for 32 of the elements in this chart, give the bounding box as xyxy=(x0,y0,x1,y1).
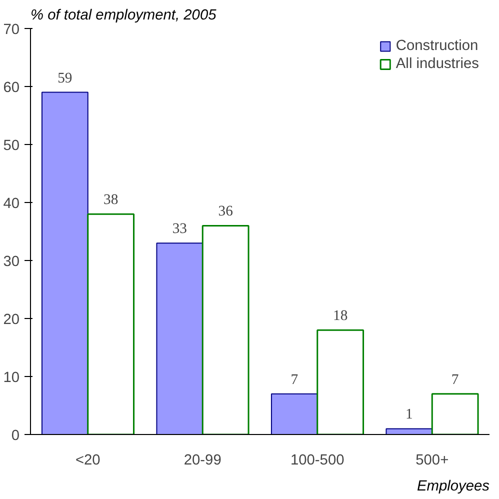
data-label: 7 xyxy=(290,372,298,388)
data-label: 59 xyxy=(58,70,72,86)
bar xyxy=(41,92,88,434)
x-tick-label: <20 xyxy=(75,452,100,468)
x-tick-label: 20-99 xyxy=(184,452,222,468)
bar xyxy=(87,213,135,434)
bar xyxy=(431,393,479,434)
y-tick-label: 50 xyxy=(3,138,20,154)
legend-label: All industries xyxy=(396,56,479,72)
data-label: 33 xyxy=(172,221,188,238)
data-label: 7 xyxy=(451,372,459,388)
y-tick-label: 30 xyxy=(3,254,20,270)
bar xyxy=(316,329,364,434)
bar xyxy=(156,242,204,434)
data-label: 18 xyxy=(332,308,348,324)
y-tick-label: 40 xyxy=(3,196,20,212)
bar xyxy=(386,428,433,434)
y-tick-label: 0 xyxy=(11,428,20,444)
bar xyxy=(202,224,250,434)
data-label: 36 xyxy=(218,204,233,220)
y-tick-label: 10 xyxy=(3,370,20,386)
x-axis-title: Employees xyxy=(417,478,490,494)
legend-label: Construction xyxy=(396,38,478,54)
x-tick-label: 100-500 xyxy=(290,452,344,468)
y-tick-label: 20 xyxy=(3,312,20,328)
y-axis-title: % of total employment, 2005 xyxy=(30,8,218,24)
bar xyxy=(270,393,318,434)
data-label: 38 xyxy=(103,192,118,208)
y-tick-label: 60 xyxy=(3,80,20,96)
data-label: 1 xyxy=(406,406,413,423)
y-tick-label: 70 xyxy=(3,22,20,38)
x-tick-label: 500+ xyxy=(416,452,449,468)
